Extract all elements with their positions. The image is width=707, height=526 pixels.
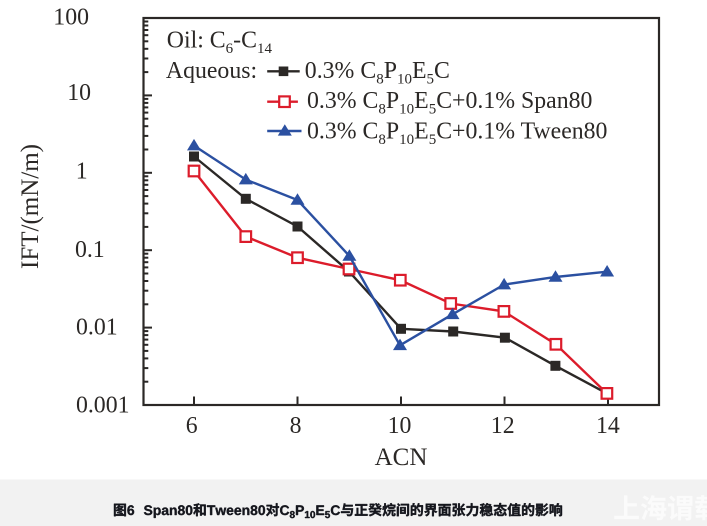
svg-text:0.3% C8​P10​E5​C+0.1% Tween80: 0.3% C8​P10​E5​C+0.1% Tween80 bbox=[307, 118, 607, 148]
svg-text:12: 12 bbox=[491, 413, 515, 439]
svg-text:ACN: ACN bbox=[375, 444, 428, 471]
svg-text:0.001: 0.001 bbox=[76, 392, 130, 418]
svg-text:1: 1 bbox=[76, 158, 88, 184]
svg-text:0.01: 0.01 bbox=[76, 315, 118, 341]
svg-text:0.3% C8​P10​E5​C+0.1% Span80: 0.3% C8​P10​E5​C+0.1% Span80 bbox=[307, 88, 592, 118]
svg-text:0.1: 0.1 bbox=[75, 237, 105, 263]
svg-text:8: 8 bbox=[290, 413, 302, 439]
svg-text:10: 10 bbox=[388, 413, 412, 439]
svg-text:100: 100 bbox=[53, 5, 89, 31]
svg-text:Oil: C6​-C14​: Oil: C6​-C14​ bbox=[167, 28, 273, 58]
svg-text:6: 6 bbox=[186, 413, 198, 439]
svg-text:10: 10 bbox=[67, 80, 91, 106]
svg-text:Aqueous:: Aqueous: bbox=[166, 58, 257, 84]
svg-text:14: 14 bbox=[596, 413, 620, 439]
svg-text:IFT/(mN/m): IFT/(mN/m) bbox=[17, 144, 44, 269]
